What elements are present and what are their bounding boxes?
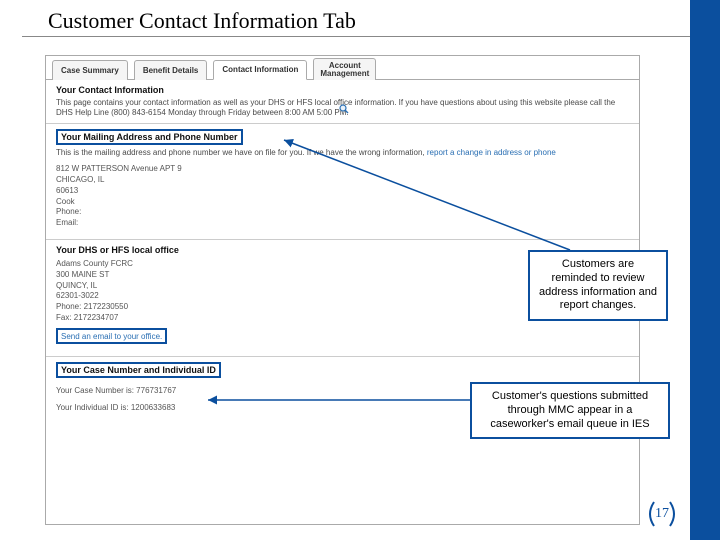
slide-title: Customer Contact Information Tab <box>22 0 698 37</box>
tab-contact-information[interactable]: Contact Information <box>213 60 307 80</box>
tab-bar: Case Summary Benefit Details Contact Inf… <box>46 56 639 80</box>
page-number-badge: 17 <box>644 500 680 528</box>
heading-contact-info: Your Contact Information <box>56 85 629 95</box>
tab-account-mgmt-l2: Management <box>320 70 369 78</box>
magnify-icon <box>339 104 349 114</box>
page-number: 17 <box>655 506 669 522</box>
mailing-city: CHICAGO, IL <box>56 175 629 186</box>
highlight-email-link: Send an email to your office. <box>56 328 167 344</box>
right-accent-stripe <box>690 0 720 540</box>
mailing-phone-label: Phone: <box>56 207 629 218</box>
panel-contact-info: Your Contact Information This page conta… <box>46 80 639 124</box>
callout-email-queue: Customer's questions submitted through M… <box>470 382 670 439</box>
tab-account-management[interactable]: Account Management <box>313 58 376 80</box>
highlight-mailing-heading: Your Mailing Address and Phone Number <box>56 129 243 145</box>
tab-case-summary[interactable]: Case Summary <box>52 60 128 80</box>
report-change-link[interactable]: report a change in address or phone <box>427 148 556 157</box>
mailing-street: 812 W PATTERSON Avenue APT 9 <box>56 164 629 175</box>
panel-mailing: Your Mailing Address and Phone Number Th… <box>46 124 639 240</box>
callout-review-address: Customers are reminded to review address… <box>528 250 668 321</box>
heading-mailing: Your Mailing Address and Phone Number <box>61 132 238 142</box>
mailing-lead-text: This is the mailing address and phone nu… <box>56 148 427 157</box>
email-office-link[interactable]: Send an email to your office. <box>61 332 162 341</box>
tab-benefit-details[interactable]: Benefit Details <box>134 60 208 80</box>
mailing-zip: 60613 <box>56 186 629 197</box>
mailing-county: Cook <box>56 197 629 208</box>
mailing-lead: This is the mailing address and phone nu… <box>56 148 629 158</box>
highlight-case-heading: Your Case Number and Individual ID <box>56 362 221 378</box>
heading-case-number: Your Case Number and Individual ID <box>61 365 216 375</box>
mailing-email-label: Email: <box>56 218 629 229</box>
